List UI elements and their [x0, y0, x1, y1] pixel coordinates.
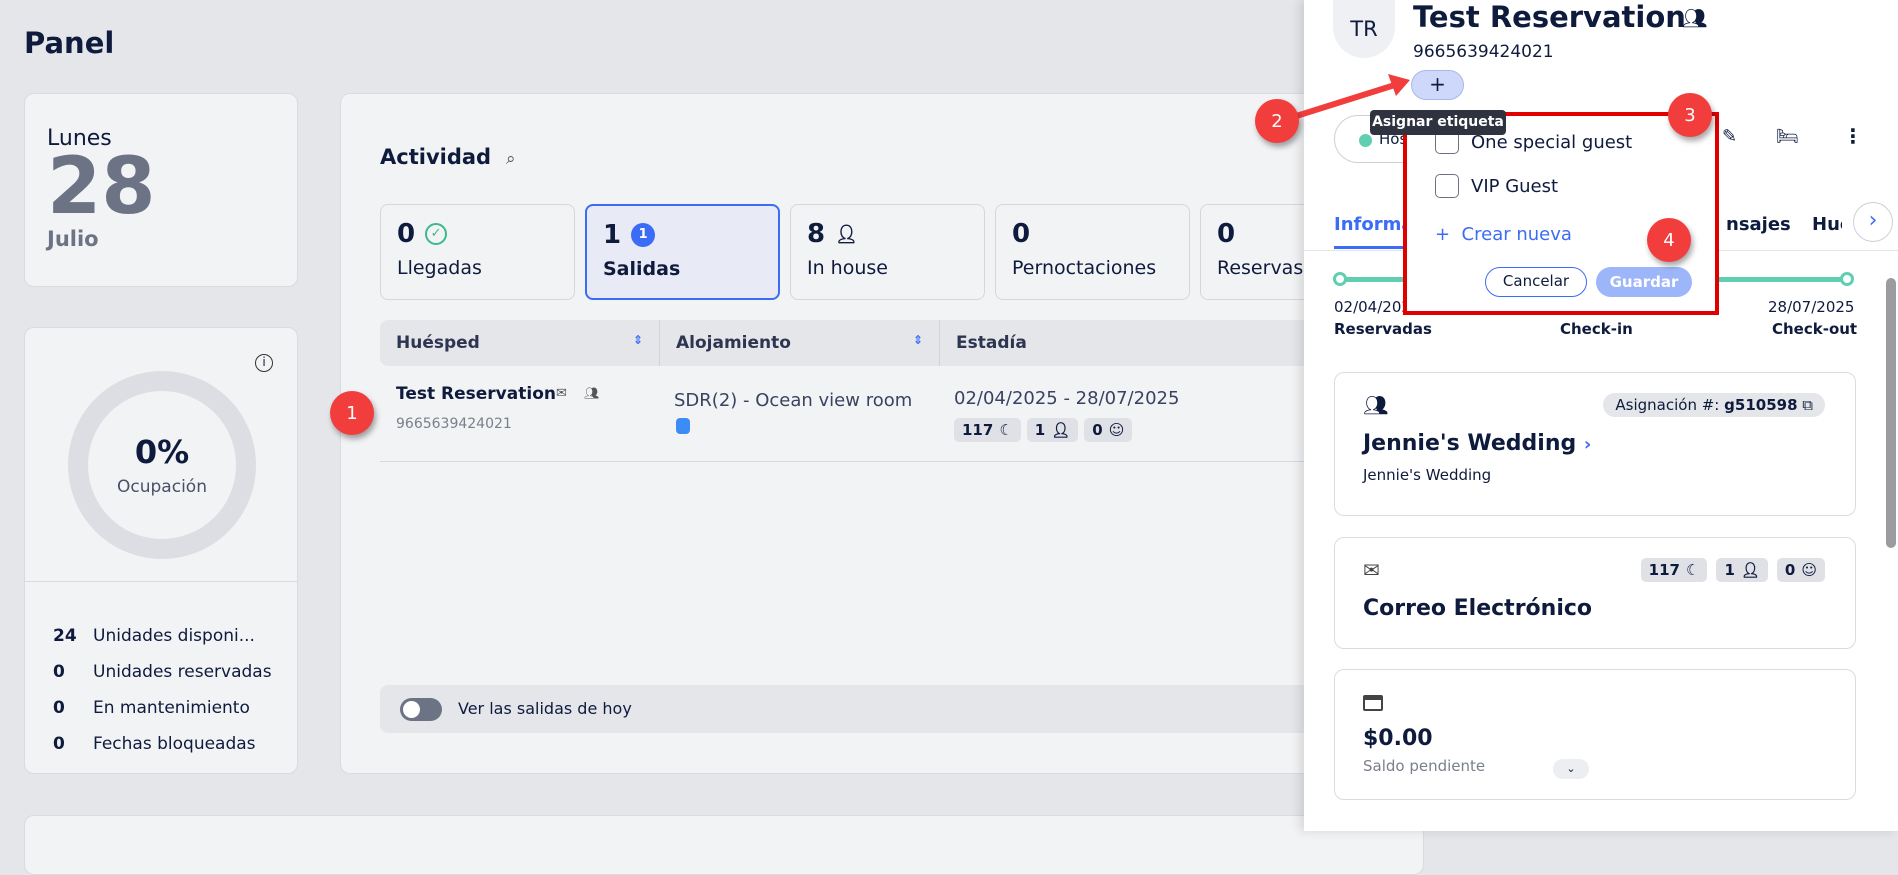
tag-popup: One special guest VIP Guest + Crear nuev… [1403, 112, 1719, 315]
tab-informacion[interactable]: Informac [1334, 214, 1425, 235]
expand-button[interactable]: ⌄ [1553, 759, 1589, 779]
copy-icon: ⧉ [1802, 396, 1813, 414]
weekday: Lunes [47, 126, 112, 151]
tag-option-vip-guest[interactable]: VIP Guest [1435, 174, 1558, 198]
reservation-title: Test Reservation [1413, 0, 1686, 34]
person-icon: 👤︎ [1051, 421, 1071, 439]
table-row[interactable]: Test Reservation ✉ 👥︎ 9665639424021 SDR(… [380, 366, 1310, 462]
label-checkout: Check-out [1772, 320, 1858, 338]
today-toggle[interactable] [400, 698, 442, 721]
child-icon: ☺ [1108, 421, 1125, 439]
balance-card: $0.00 Saldo pendiente ⌄ [1334, 669, 1856, 800]
moon-icon: ☾ [1685, 561, 1700, 579]
mail-icon: ✉ [556, 386, 567, 401]
guest-name: Test Reservation [396, 384, 556, 404]
assignment-badge[interactable]: Asignación #: g510598 ⧉ [1603, 393, 1825, 417]
bed-icon[interactable]: 🛏︎ [1776, 126, 1799, 147]
annotation-1: 1 [330, 391, 374, 435]
column-huesped[interactable]: Huésped ⇕ [380, 320, 660, 366]
guest-id: 9665639424021 [396, 416, 512, 432]
bottom-card [24, 815, 1424, 875]
plus-icon: + [1435, 224, 1451, 245]
start-date: 02/04/2025 [1334, 298, 1421, 316]
chevron-right-icon: › [1583, 434, 1592, 455]
scrollbar[interactable] [1886, 278, 1896, 548]
group-icon: 👥︎ [584, 386, 600, 400]
create-tag-link[interactable]: + Crear nueva [1435, 224, 1572, 245]
occupancy-donut: 0% Ocupación [68, 371, 256, 559]
occupancy-card: i 0% Ocupación 24 Unidades disponi... 0 Un… [24, 327, 298, 774]
group-subtitle: Jennie's Wedding [1363, 466, 1492, 484]
stay-dates: 02/04/2025 - 28/07/2025 [954, 388, 1180, 409]
group-name: Jennie's Wedding › [1363, 431, 1592, 456]
group-icon: 👥︎ [1363, 393, 1389, 417]
email-title: Correo Electrónico [1363, 596, 1593, 621]
moon-icon: ☾ [999, 421, 1013, 439]
balance-label: Saldo pendiente [1363, 757, 1486, 775]
day: 28 [47, 142, 156, 232]
balance-amount: $0.00 [1363, 726, 1433, 751]
column-estadia[interactable]: Estadía [940, 320, 1310, 366]
info-icon[interactable]: i [255, 354, 273, 372]
reservation-id: 9665639424021 [1413, 42, 1554, 62]
annotation-4: 4 [1647, 218, 1691, 262]
count-badge: 1 [631, 223, 656, 247]
group-card: 👥︎ Asignación #: g510598 ⧉ Jennie's Wedd… [1334, 372, 1856, 516]
channel-icon [676, 418, 690, 434]
tooltip: Asignar etiqueta [1370, 110, 1506, 135]
save-button[interactable]: Guardar [1596, 267, 1692, 297]
label-checkin: Check-in [1560, 320, 1633, 338]
person-icon: 👤︎ [1740, 561, 1760, 579]
month: Julio [47, 227, 99, 251]
activity-title: Actividad [380, 145, 492, 169]
stat-llegadas[interactable]: 0 ✓ Llegadas [380, 204, 575, 300]
credit-card-icon [1363, 695, 1383, 711]
tab-mensajes[interactable]: nsajes [1726, 214, 1791, 235]
cancel-button[interactable]: Cancelar [1485, 267, 1587, 297]
avatar: TR [1333, 0, 1395, 58]
stat-in-house[interactable]: 8 👤︎ In house [790, 204, 985, 300]
more-icon[interactable]: ⋮ [1843, 124, 1863, 148]
page-title: Panel [24, 26, 115, 60]
occupancy-percent: 0% [134, 433, 190, 471]
stat-salidas[interactable]: 1 1 Salidas [585, 204, 780, 300]
annotation-arrow [1289, 74, 1410, 121]
edit-icon[interactable]: ✎ [1722, 126, 1738, 147]
annotation-2: 2 [1255, 99, 1299, 143]
add-tag-button[interactable]: + [1411, 70, 1464, 100]
stat-pernoctaciones[interactable]: 0 Pernoctaciones [995, 204, 1190, 300]
person-icon: 👤︎ [835, 223, 858, 245]
label-reservadas: Reservadas [1334, 320, 1432, 338]
tabs-next-button[interactable]: › [1853, 202, 1893, 242]
occupancy-stats: 24 Unidades disponi... 0 Unidades reservad… [53, 626, 272, 754]
toggle-bar: Ver las salidas de hoy [380, 685, 1310, 733]
column-alojamiento[interactable]: Alojamiento ⇕ [660, 320, 940, 366]
occupancy-label: Ocupación [117, 477, 207, 497]
checkbox [1435, 174, 1459, 198]
mail-icon: ✉ [1363, 558, 1380, 582]
child-icon: ☺ [1801, 561, 1817, 579]
annotation-3: 3 [1668, 93, 1712, 137]
check-icon: ✓ [425, 223, 448, 245]
sort-icon: ⇕ [912, 333, 923, 347]
toggle-label: Ver las salidas de hoy [458, 699, 632, 718]
sort-icon: ⇕ [632, 333, 643, 347]
date-card: Lunes 28 Julio [24, 93, 298, 287]
email-card: ✉ 117 ☾ 1 👤︎ 0 ☺ Correo Electrónico [1334, 537, 1856, 649]
group-icon: 👥︎ [1682, 6, 1708, 30]
room-name: SDR(2) - Ocean view room [674, 390, 913, 411]
stay-chips: 117 ☾ 1 👤︎ 0 ☺ [954, 418, 1133, 442]
end-date: 28/07/2025 [1768, 298, 1855, 316]
search-icon[interactable]: ⌕ [506, 149, 516, 169]
tab-huespedes[interactable]: Hué [1812, 214, 1842, 235]
